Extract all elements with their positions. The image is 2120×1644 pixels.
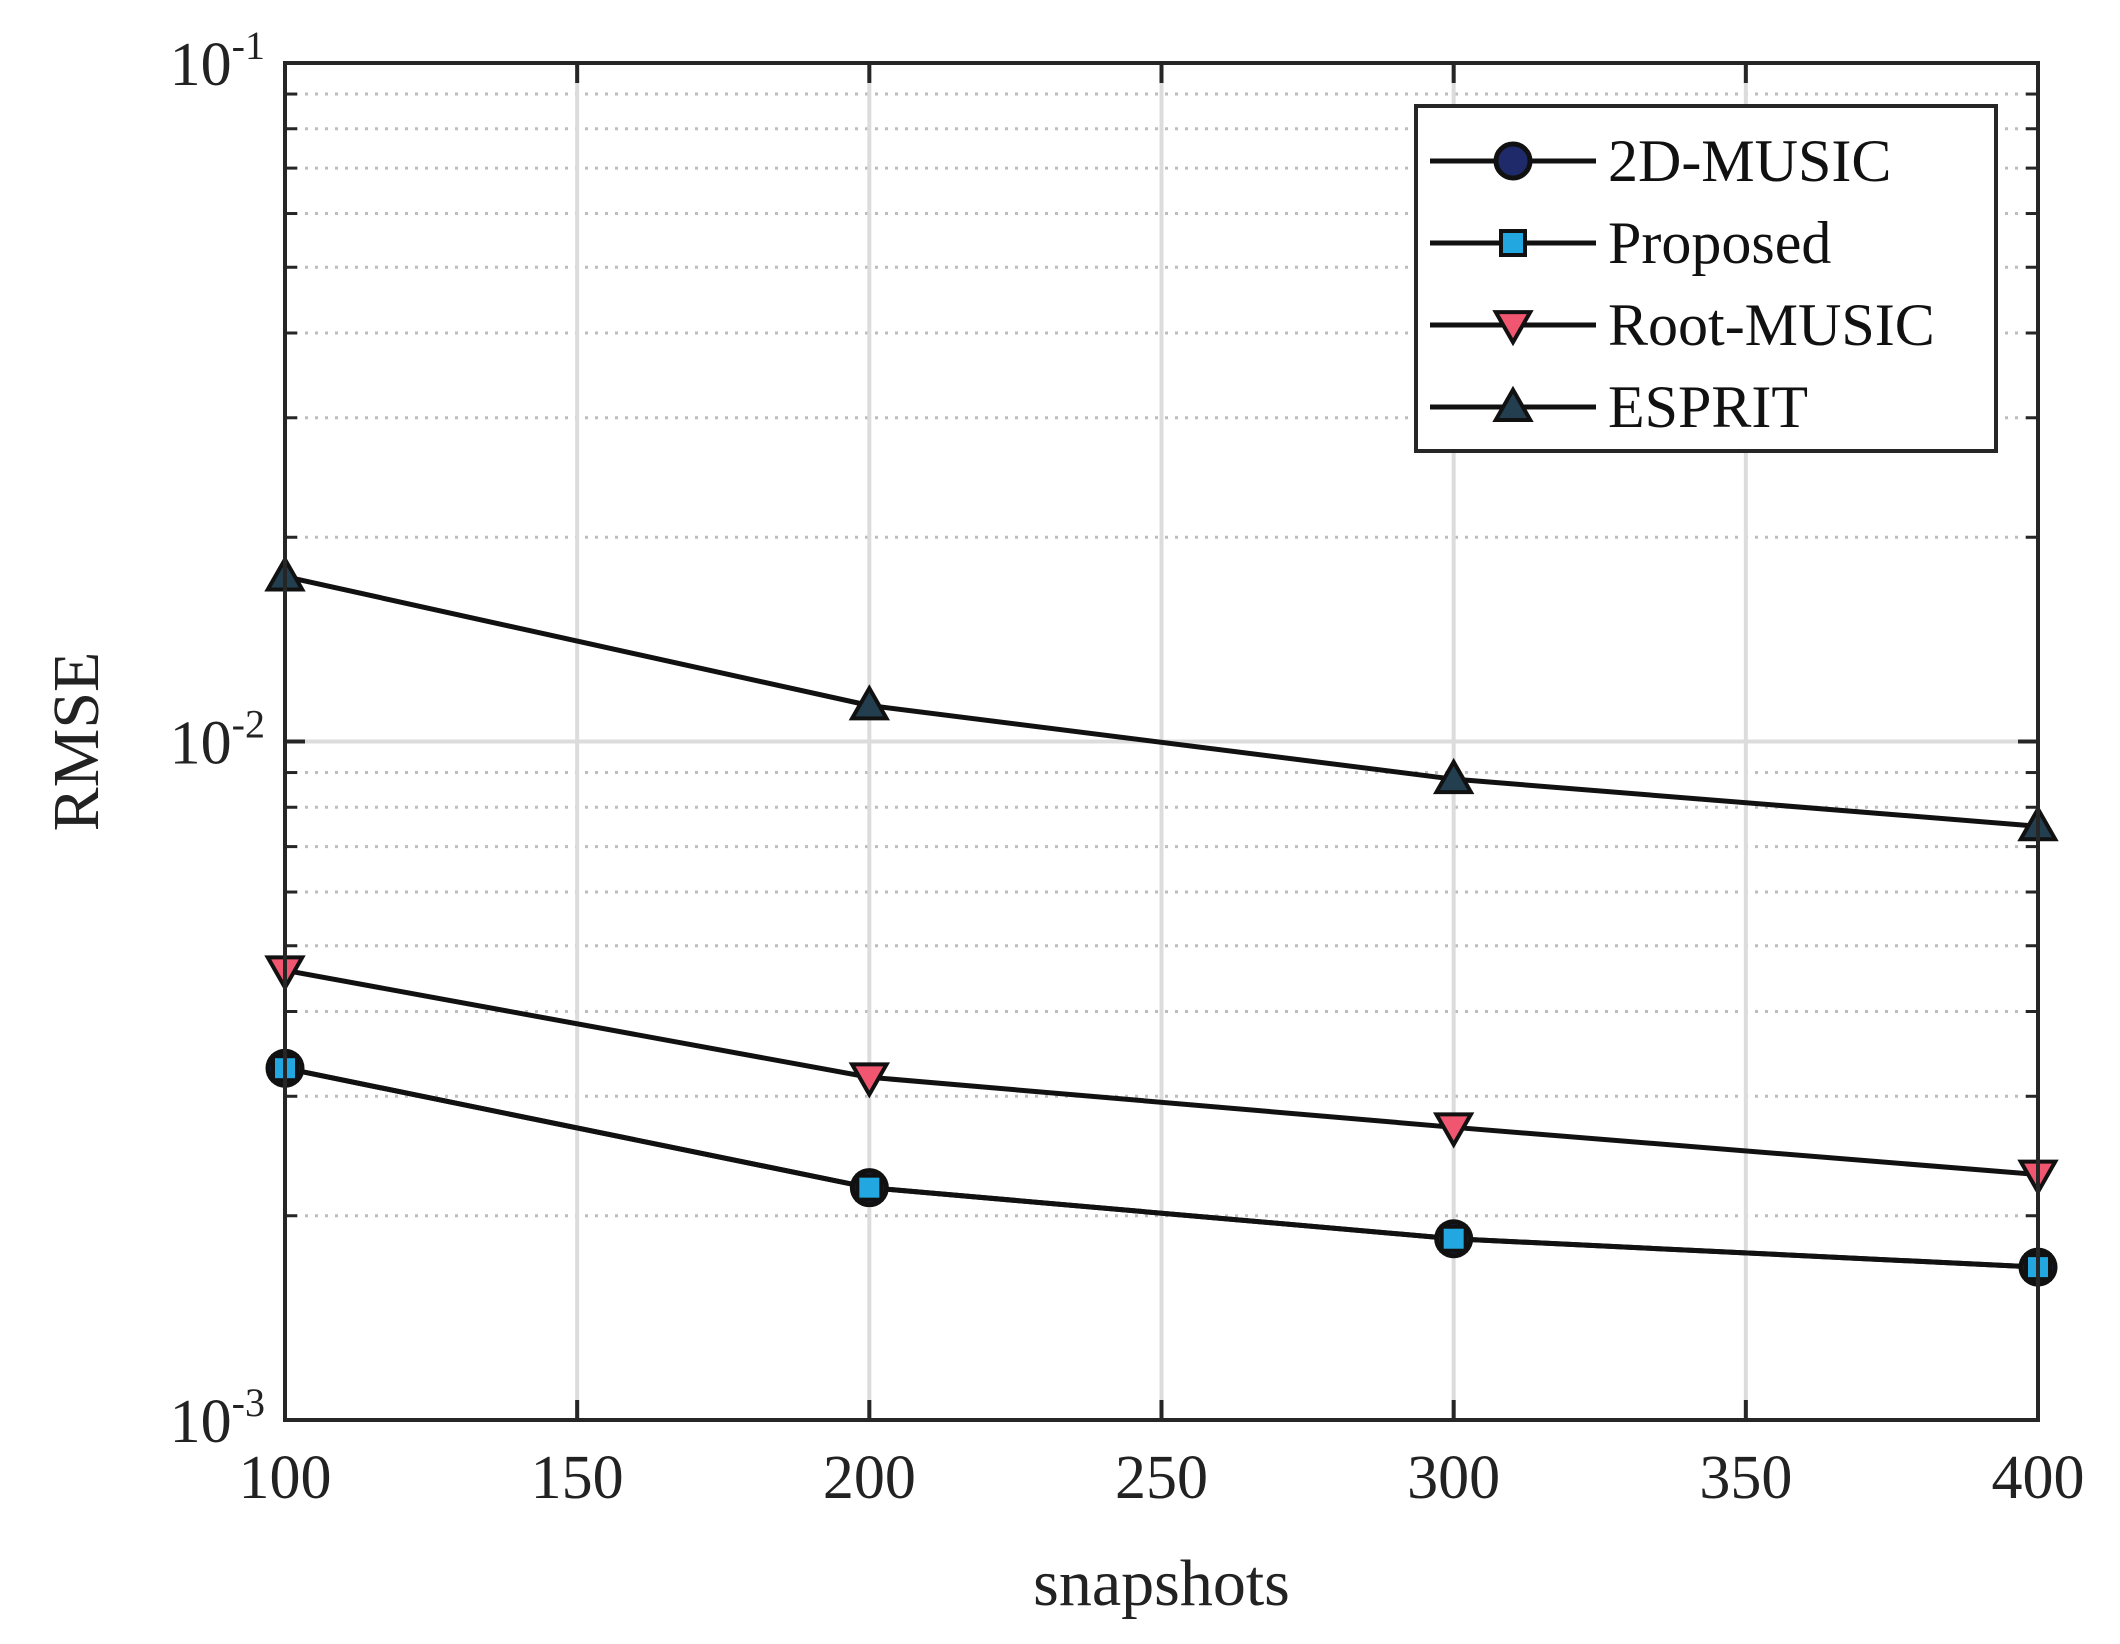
marker-proposed-300 bbox=[1439, 1224, 1468, 1253]
marker-root-music-200 bbox=[848, 1062, 891, 1099]
x-tick-label: 100 bbox=[239, 1444, 332, 1512]
x-tick-label: 300 bbox=[1407, 1444, 1500, 1512]
axis-ticks bbox=[283, 61, 2040, 1422]
series-line-proposed bbox=[284, 1065, 2039, 1270]
marker-esprit-200 bbox=[848, 684, 891, 721]
marker-proposed-200 bbox=[855, 1173, 884, 1202]
marker-root-music-300 bbox=[1432, 1112, 1475, 1149]
y-tick-label: 10-2 bbox=[170, 702, 265, 778]
marker-esprit-300 bbox=[1432, 757, 1475, 795]
legend: 2D-MUSIC Proposed Root-MUSIC ESPRIT bbox=[1414, 104, 1998, 453]
legend-label: ESPRIT bbox=[1608, 374, 1808, 440]
series-lines bbox=[284, 574, 2039, 1270]
x-axis-label: snapshots bbox=[1033, 1547, 1290, 1620]
x-tick-labels: 100 150 200 250 300 350 400 bbox=[239, 1444, 2085, 1512]
y-tick-label: 10-1 bbox=[170, 23, 265, 99]
legend-label: 2D-MUSIC bbox=[1608, 128, 1891, 194]
series-line-root-music bbox=[284, 967, 2039, 1178]
y-tick-labels: 10-3 10-2 10-1 bbox=[170, 23, 265, 1456]
x-tick-label: 350 bbox=[1699, 1444, 1792, 1512]
x-tick-label: 150 bbox=[531, 1444, 624, 1512]
legend-label: Root-MUSIC bbox=[1608, 292, 1935, 358]
y-axis-label: RMSE bbox=[40, 652, 113, 832]
legend-label: Proposed bbox=[1608, 210, 1831, 276]
legend-marker bbox=[1499, 229, 1527, 257]
legend-marker bbox=[1493, 141, 1533, 181]
x-tick-label: 200 bbox=[823, 1444, 916, 1512]
legend-marker bbox=[1492, 385, 1534, 422]
x-tick-label: 400 bbox=[1992, 1444, 2085, 1512]
y-tick-label: 10-3 bbox=[170, 1380, 265, 1456]
series-line-esprit bbox=[284, 574, 2039, 829]
x-tick-label: 250 bbox=[1115, 1444, 1208, 1512]
legend-marker bbox=[1492, 310, 1534, 347]
